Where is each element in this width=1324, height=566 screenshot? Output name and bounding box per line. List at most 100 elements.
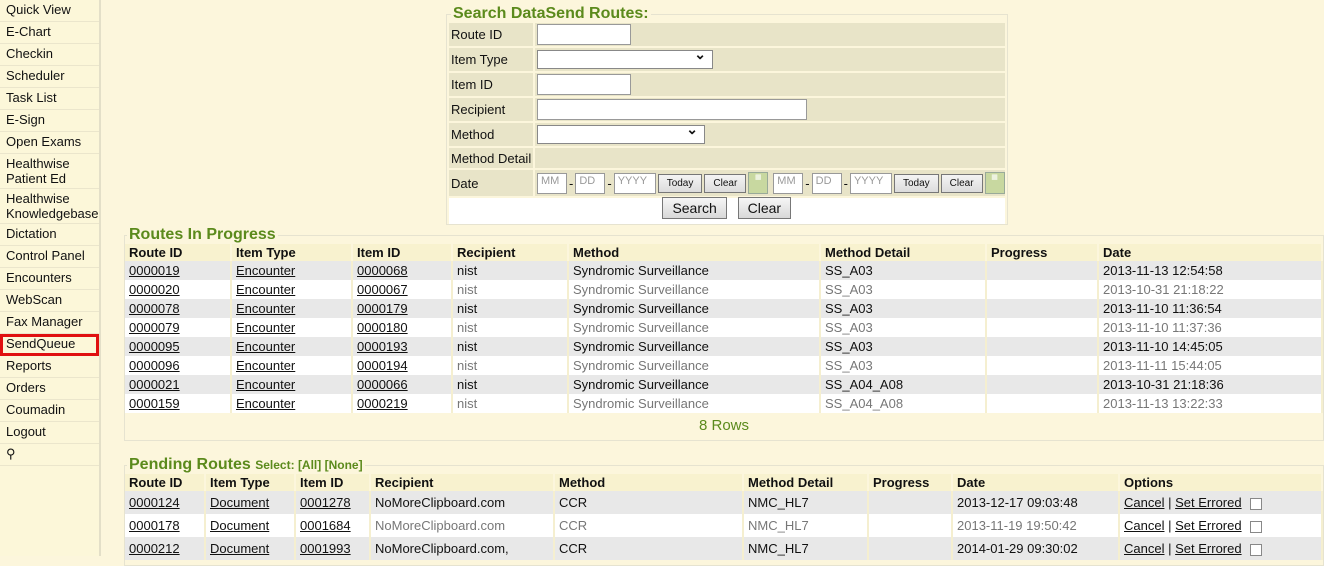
cell: [986, 318, 1099, 337]
route-id-link[interactable]: 0000019: [129, 263, 180, 278]
to-clear-button[interactable]: Clear: [940, 173, 983, 193]
route-id-link[interactable]: 0000020: [129, 282, 180, 297]
item-id-link[interactable]: 0001278: [300, 495, 351, 510]
sidebar-item-healthwise-patient-ed[interactable]: Healthwise Patient Ed: [0, 154, 99, 189]
cell: 0000066: [352, 375, 453, 394]
cancel-link[interactable]: Cancel: [1124, 518, 1165, 533]
route-id-link[interactable]: 0000096: [129, 358, 180, 373]
sidebar-item-orders[interactable]: Orders: [0, 378, 99, 400]
item-type-link[interactable]: Encounter: [236, 320, 296, 335]
route-id-link[interactable]: 0000078: [129, 301, 180, 316]
item-id-link[interactable]: 0000066: [357, 377, 408, 392]
item-id-link[interactable]: 0000219: [357, 396, 408, 411]
route-id-link[interactable]: 0000178: [129, 518, 180, 533]
route-id-link[interactable]: 0000124: [129, 495, 180, 510]
select-all-link[interactable]: [All]: [297, 458, 322, 472]
item-type-link[interactable]: Document: [210, 541, 270, 556]
item-type-link[interactable]: Encounter: [236, 263, 296, 278]
cell: SS_A03: [820, 280, 987, 299]
item-id-link[interactable]: 0000068: [357, 263, 408, 278]
method-select[interactable]: [537, 121, 705, 144]
table-row: 0000124 Document 0001278 NoMoreClipboard.co…: [125, 491, 1323, 514]
item-id-link[interactable]: 0000180: [357, 320, 408, 335]
route-id-link[interactable]: 0000021: [129, 377, 180, 392]
item-type-link[interactable]: Document: [210, 518, 270, 533]
cancel-link[interactable]: Cancel: [1124, 541, 1165, 556]
item-type-link[interactable]: Encounter: [236, 377, 296, 392]
sidebar-item-quick-view[interactable]: Quick View: [0, 0, 99, 22]
route-id-link[interactable]: 0000079: [129, 320, 180, 335]
calendar-icon[interactable]: ▦: [748, 172, 769, 194]
sidebar-item-fax-manager[interactable]: Fax Manager: [0, 312, 99, 334]
set-errored-link[interactable]: Set Errored: [1175, 495, 1242, 510]
row-checkbox[interactable]: [1249, 497, 1262, 510]
from-year-input[interactable]: YYYY: [613, 172, 656, 194]
sidebar-item-healthwise-knowledgebase[interactable]: Healthwise Knowledgebase: [0, 189, 99, 224]
sidebar-item-logout[interactable]: Logout: [0, 422, 99, 444]
cell: 0001993: [295, 537, 371, 560]
cell: CCR: [554, 514, 744, 537]
cell: [986, 261, 1099, 280]
from-day-input[interactable]: DD: [575, 172, 606, 194]
to-month-input[interactable]: MM: [773, 172, 804, 194]
separator: |: [1168, 541, 1172, 556]
sidebar-item-control-panel[interactable]: Control Panel: [0, 246, 99, 268]
sidebar-item-coumadin[interactable]: Coumadin: [0, 400, 99, 422]
plug-icon[interactable]: ⚲: [0, 444, 99, 466]
sidebar-item-task-list[interactable]: Task List: [0, 88, 99, 110]
sidebar-item-encounters[interactable]: Encounters: [0, 268, 99, 290]
cell: [986, 299, 1099, 318]
item-id-link[interactable]: 0000067: [357, 282, 408, 297]
sidebar-item-e-sign[interactable]: E-Sign: [0, 110, 99, 132]
item-type-link[interactable]: Encounter: [236, 282, 296, 297]
to-day-input[interactable]: DD: [811, 172, 842, 194]
route-id-link[interactable]: 0000159: [129, 396, 180, 411]
sidebar-item-scheduler[interactable]: Scheduler: [0, 66, 99, 88]
item-type-link[interactable]: Document: [210, 495, 270, 510]
item-type-link[interactable]: Encounter: [236, 339, 296, 354]
cell: [986, 337, 1099, 356]
sidebar-item-sendqueue[interactable]: SendQueue: [0, 334, 99, 356]
item-id-link[interactable]: 0001684: [300, 518, 351, 533]
route-id-input[interactable]: [537, 24, 631, 45]
item-type-link[interactable]: Encounter: [236, 396, 296, 411]
cell: NoMoreClipboard.com: [370, 514, 555, 537]
item-id-link[interactable]: 0000179: [357, 301, 408, 316]
from-month-input[interactable]: MM: [537, 172, 567, 194]
to-year-input[interactable]: YYYY: [849, 172, 892, 194]
item-id-link[interactable]: 0000194: [357, 358, 408, 373]
cancel-link[interactable]: Cancel: [1124, 495, 1165, 510]
recipient-input[interactable]: [537, 99, 807, 120]
item-id-input[interactable]: [537, 74, 631, 95]
row-checkbox[interactable]: [1249, 520, 1262, 533]
cell: Encounter: [231, 394, 353, 413]
cell: nist: [452, 375, 569, 394]
cell: 0001684: [295, 514, 371, 537]
item-id-link[interactable]: 0001993: [300, 541, 351, 556]
from-today-button[interactable]: Today: [657, 173, 703, 193]
item-id-link[interactable]: 0000193: [357, 339, 408, 354]
route-id-link[interactable]: 0000212: [129, 541, 180, 556]
sidebar-item-reports[interactable]: Reports: [0, 356, 99, 378]
row-checkbox[interactable]: [1249, 543, 1262, 556]
set-errored-link[interactable]: Set Errored: [1175, 541, 1242, 556]
cell: NMC_HL7: [743, 537, 869, 560]
set-errored-link[interactable]: Set Errored: [1175, 518, 1242, 533]
select-none-link[interactable]: [None]: [324, 458, 363, 472]
route-id-link[interactable]: 0000095: [129, 339, 180, 354]
sidebar-item-e-chart[interactable]: E-Chart: [0, 22, 99, 44]
sidebar-item-open-exams[interactable]: Open Exams: [0, 132, 99, 154]
sidebar-item-webscan[interactable]: WebScan: [0, 290, 99, 312]
clear-button[interactable]: Clear: [737, 197, 792, 219]
table-row: 0000178 Document 0001684 NoMoreClipboard.co…: [125, 514, 1323, 537]
item-type-link[interactable]: Encounter: [236, 358, 296, 373]
table-row: 0000078 Encounter 0000179 nist Syndromic Sur…: [125, 299, 1323, 318]
item-type-select[interactable]: [537, 46, 713, 69]
item-type-link[interactable]: Encounter: [236, 301, 296, 316]
to-today-button[interactable]: Today: [893, 173, 939, 193]
from-clear-button[interactable]: Clear: [704, 173, 747, 193]
search-button[interactable]: Search: [662, 197, 727, 219]
sidebar-item-dictation[interactable]: Dictation: [0, 224, 99, 246]
calendar-icon[interactable]: ▦: [984, 172, 1005, 194]
sidebar-item-checkin[interactable]: Checkin: [0, 44, 99, 66]
